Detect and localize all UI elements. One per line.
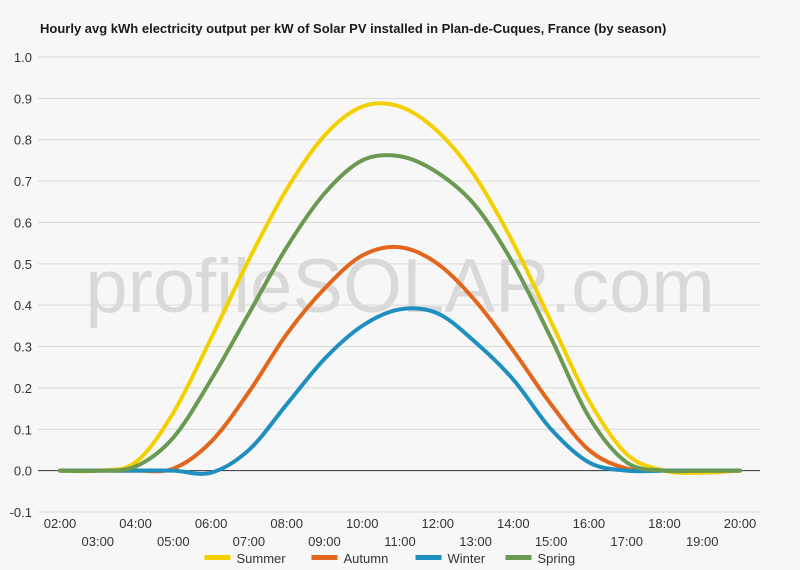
watermark-text: profileSOLAR.com	[85, 244, 714, 329]
legend-swatch	[311, 555, 338, 560]
y-tick-label: 0.9	[14, 91, 32, 106]
legend-swatch	[505, 555, 532, 560]
y-tick-label: 1.0	[14, 50, 32, 65]
legend-item-spring: Spring	[505, 551, 576, 566]
y-tick-label: 0.1	[14, 422, 32, 437]
x-tick-label: 11:00	[384, 534, 416, 549]
x-tick-label: 10:00	[346, 516, 379, 531]
x-tick-label: 18:00	[648, 516, 681, 531]
series-line-summer	[58, 101, 742, 475]
x-tick-label: 14:00	[497, 516, 530, 531]
legend-label: Autumn	[344, 551, 389, 566]
y-tick-label: 0.6	[14, 215, 32, 230]
legend-label: Spring	[538, 551, 576, 566]
x-axis-ticks: 02:00 03:00 04:00 05:00 06:00 07:00 08:00 09:00…	[44, 516, 757, 549]
y-tick-label: 0.7	[14, 174, 32, 189]
series-lines	[58, 101, 742, 476]
legend-label: Winter	[448, 551, 486, 566]
x-tick-label: 03:00	[82, 534, 115, 549]
y-axis-ticks: -0.1 0.0 0.1 0.2 0.3 0.4 0.5 0.6 0.7 0.8 0.9 1.0	[10, 50, 32, 520]
legend-item-winter: Winter	[415, 551, 486, 566]
x-tick-label: 15:00	[535, 534, 568, 549]
legend-swatch	[204, 555, 231, 560]
x-tick-label: 17:00	[610, 534, 643, 549]
x-tick-label: 07:00	[233, 534, 266, 549]
x-tick-label: 19:00	[686, 534, 719, 549]
legend-swatch	[415, 555, 442, 560]
x-tick-label: 16:00	[573, 516, 606, 531]
legend-item-summer: Summer	[204, 551, 287, 566]
x-tick-label: 06:00	[195, 516, 228, 531]
x-tick-label: 09:00	[308, 534, 341, 549]
legend-label: Summer	[237, 551, 287, 566]
legend-item-autumn: Autumn	[311, 551, 389, 566]
y-tick-label: -0.1	[10, 505, 32, 520]
series-line-spring	[58, 153, 742, 474]
y-tick-label: 0.2	[14, 381, 32, 396]
y-tick-label: 0.4	[14, 298, 32, 313]
legend: Summer Autumn Winter Spring	[204, 551, 576, 566]
x-tick-label: 02:00	[44, 516, 77, 531]
chart-title: Hourly avg kWh electricity output per kW…	[40, 21, 666, 36]
x-tick-label: 13:00	[459, 534, 492, 549]
series-line-autumn	[58, 244, 742, 474]
y-tick-label: 0.0	[14, 464, 32, 479]
y-tick-label: 0.5	[14, 257, 32, 272]
x-tick-label: 20:00	[724, 516, 757, 531]
x-tick-label: 05:00	[157, 534, 190, 549]
y-tick-label: 0.8	[14, 133, 32, 148]
y-tick-label: 0.3	[14, 340, 32, 355]
x-tick-label: 04:00	[119, 516, 152, 531]
x-tick-label: 08:00	[270, 516, 303, 531]
series-line-winter	[58, 306, 742, 476]
x-tick-label: 12:00	[422, 516, 455, 531]
